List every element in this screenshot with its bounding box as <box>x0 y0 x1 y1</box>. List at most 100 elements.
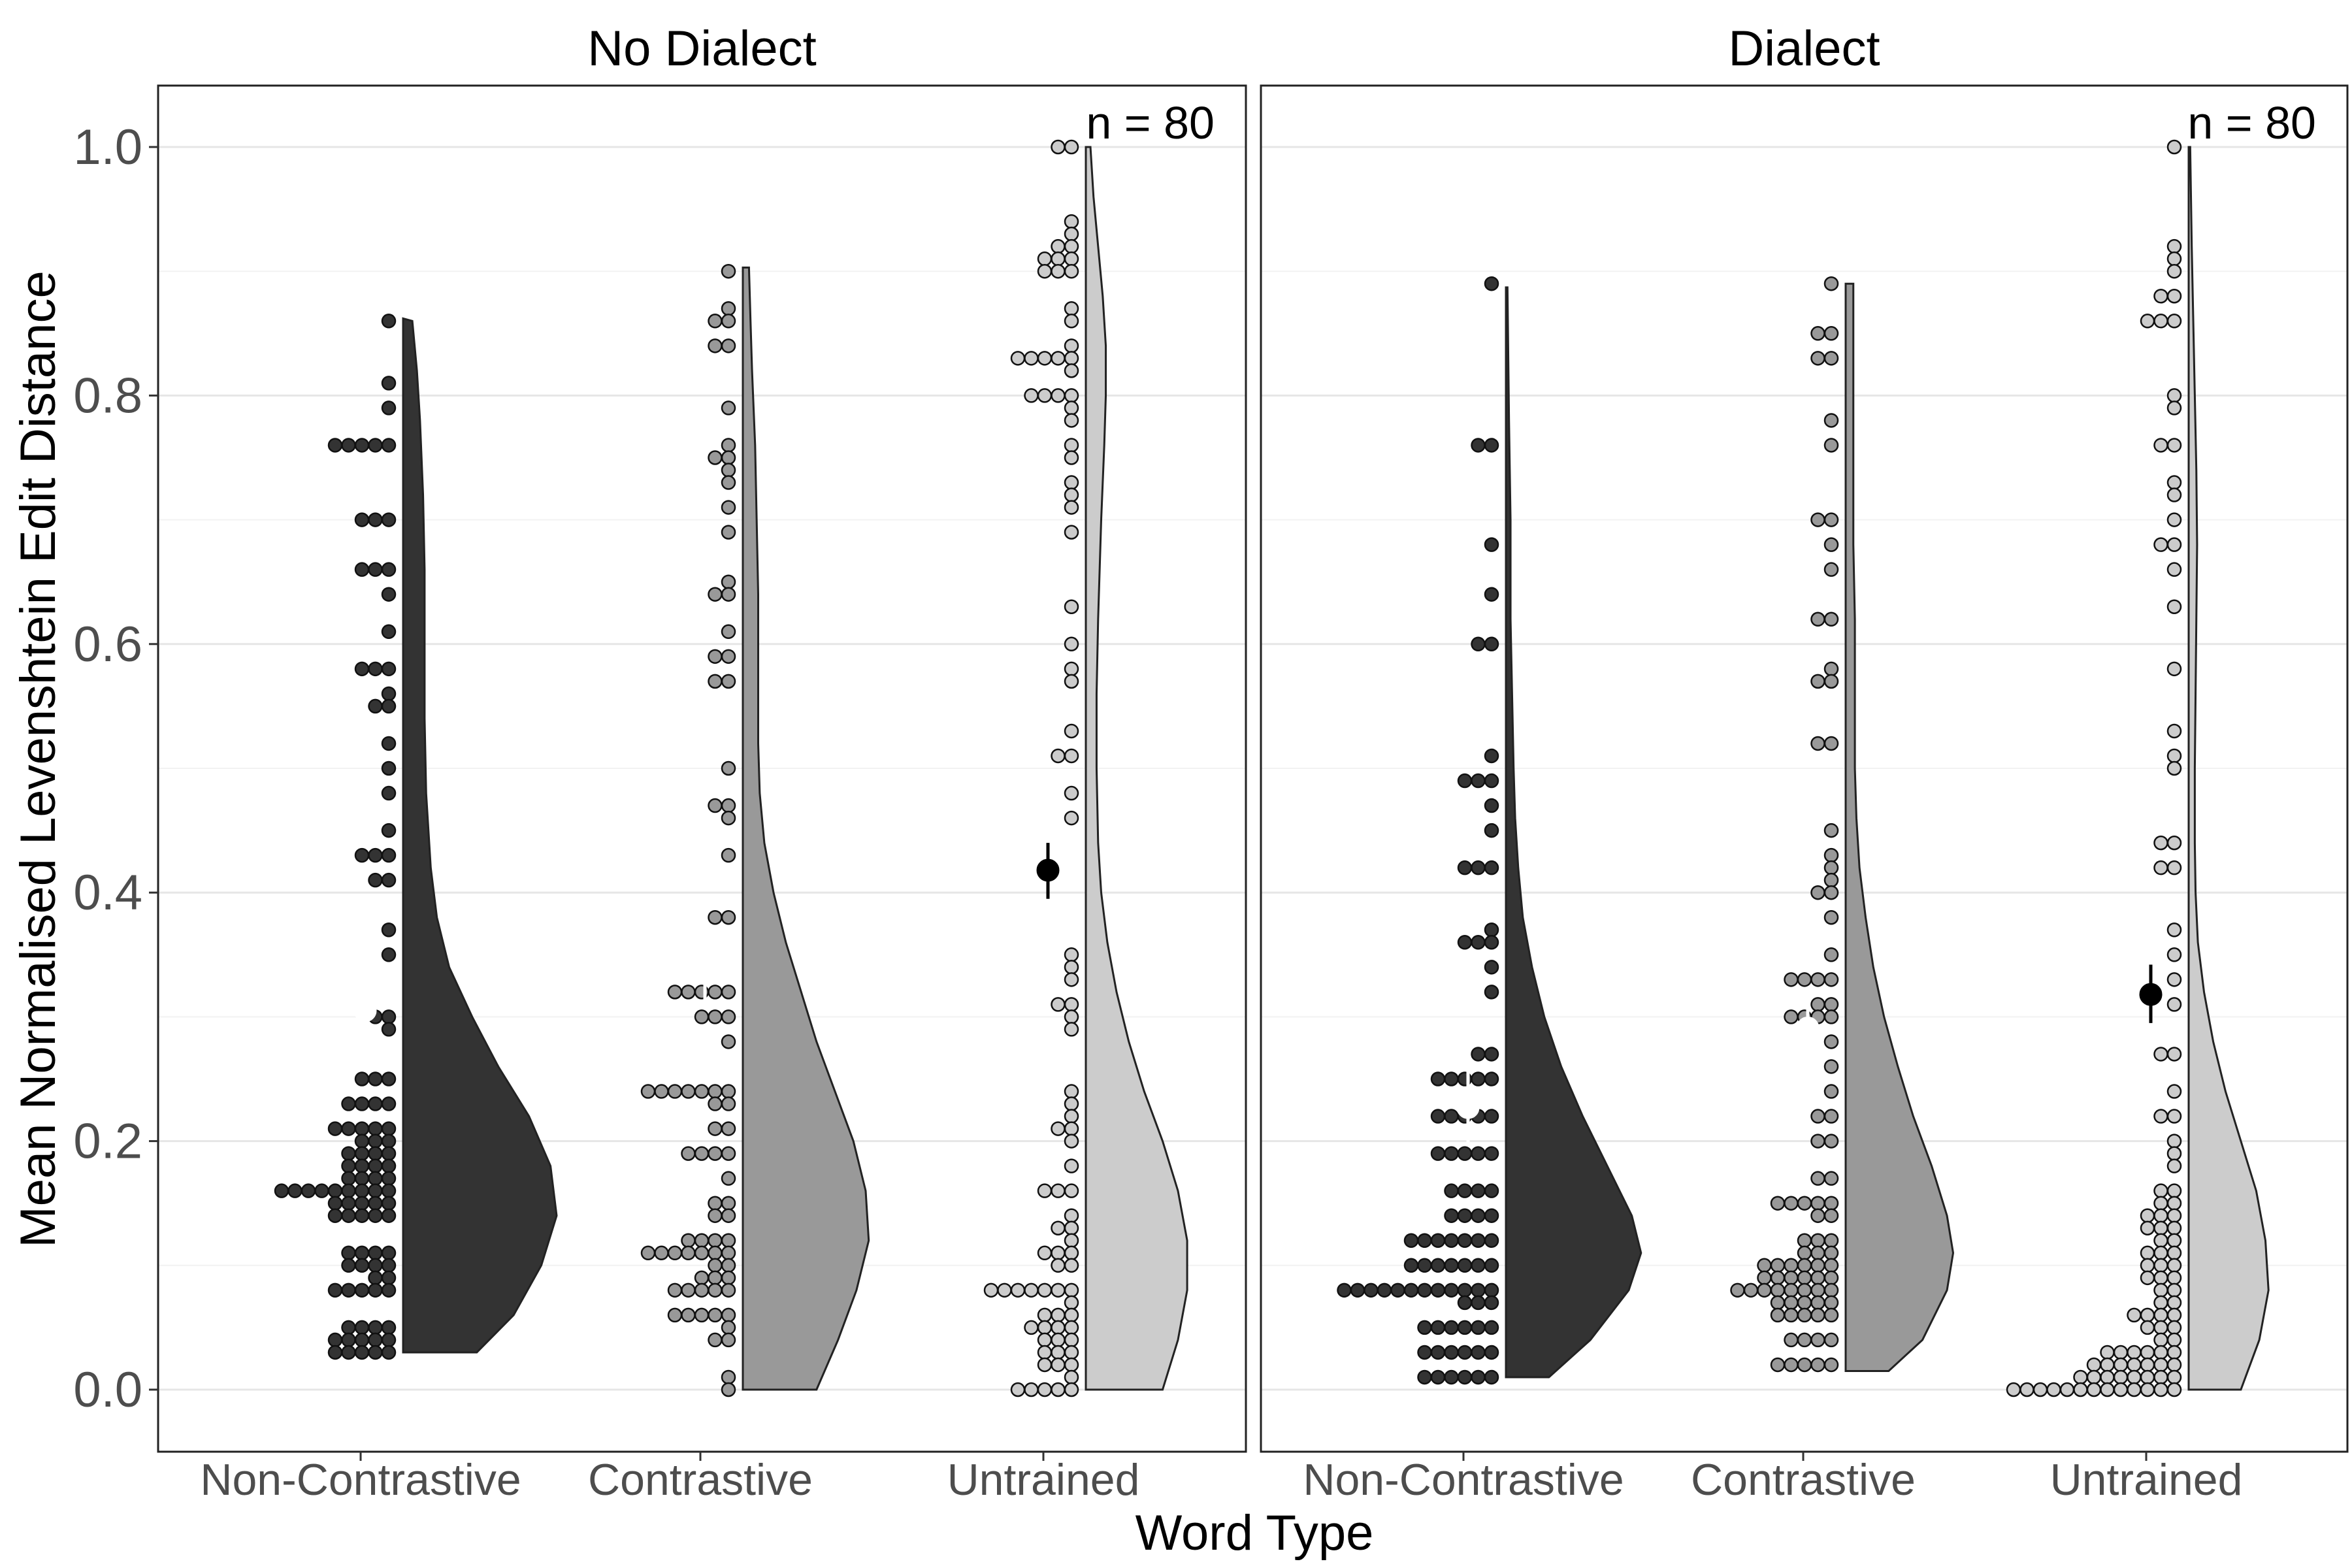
data-point <box>1457 1233 1473 1249</box>
data-point <box>354 1121 370 1136</box>
data-point <box>1784 1357 1799 1373</box>
data-point <box>2166 1357 2182 1373</box>
data-point <box>1823 872 1839 888</box>
data-point <box>314 1183 329 1198</box>
data-point <box>1484 773 1499 789</box>
panel-no-dialect: No Dialect n = 80 Non-Contrastive Contrasti… <box>73 21 1247 1505</box>
data-point <box>1051 1121 1066 1136</box>
data-point <box>694 1245 710 1261</box>
data-point <box>1823 661 1839 677</box>
x-tick-label: Contrastive <box>588 1455 813 1505</box>
data-point <box>2166 1196 2182 1211</box>
data-point <box>1810 674 1825 689</box>
data-point <box>1784 1009 1799 1024</box>
data-point <box>341 1345 356 1360</box>
data-point <box>1444 1109 1459 1124</box>
mean-point <box>1456 1096 1480 1119</box>
data-point <box>368 1146 383 1161</box>
data-point <box>1417 1320 1432 1335</box>
data-point <box>721 450 736 465</box>
data-point <box>1810 1270 1825 1286</box>
data-point <box>1810 1171 1825 1186</box>
data-point <box>708 338 723 353</box>
y-tick-label: 0.8 <box>73 368 142 423</box>
data-point <box>1810 736 1825 751</box>
data-point <box>2153 314 2168 329</box>
data-point <box>1471 1071 1486 1086</box>
data-point <box>667 1307 683 1323</box>
data-point <box>2153 1307 2168 1323</box>
data-point <box>708 909 723 925</box>
data-point <box>1484 1345 1499 1360</box>
x-tick-label: Untrained <box>947 1455 1140 1505</box>
data-point <box>1471 935 1486 950</box>
data-point <box>2166 314 2182 329</box>
data-point <box>640 1245 656 1261</box>
sample-size-label: n = 80 <box>2187 97 2316 148</box>
data-point <box>1810 972 1825 987</box>
data-point <box>1823 1332 1839 1348</box>
data-point <box>2153 1196 2168 1211</box>
data-point <box>354 1183 370 1198</box>
data-point <box>721 1196 736 1211</box>
data-point <box>2166 1183 2182 1198</box>
data-point <box>1823 1059 1839 1074</box>
data-point <box>1823 351 1839 366</box>
data-point <box>1484 1258 1499 1273</box>
data-point <box>2166 723 2182 739</box>
data-point <box>1810 1245 1825 1261</box>
data-point <box>1037 1320 1053 1335</box>
data-point <box>2166 1245 2182 1261</box>
data-point <box>1471 1369 1486 1385</box>
data-point <box>2140 1307 2155 1323</box>
data-point <box>381 1196 397 1211</box>
data-point <box>368 661 383 677</box>
data-point <box>681 1307 696 1323</box>
data-point <box>1770 1196 1786 1211</box>
data-point <box>1430 1282 1446 1298</box>
y-tick-label: 0.0 <box>73 1362 142 1418</box>
data-point <box>1757 1282 1772 1298</box>
data-point <box>1064 475 1079 490</box>
data-point <box>1444 1320 1459 1335</box>
panel-title: Dialect <box>1728 21 1880 76</box>
data-point <box>1471 1258 1486 1273</box>
mean-point <box>693 955 717 979</box>
data-point <box>1064 363 1079 378</box>
data-point <box>354 1332 370 1348</box>
group-untrained <box>2006 139 2270 1397</box>
data-point <box>341 1183 356 1198</box>
data-point <box>721 263 736 279</box>
group-contrastive <box>640 263 870 1397</box>
data-point <box>1064 413 1079 428</box>
data-point <box>1064 314 1079 329</box>
data-point <box>1484 636 1499 652</box>
data-point <box>1823 562 1839 577</box>
data-point <box>1064 1245 1079 1261</box>
data-point <box>381 512 397 527</box>
mean-point <box>353 999 377 1022</box>
data-point <box>1784 972 1799 987</box>
data-point <box>1457 1369 1473 1385</box>
data-point <box>1430 1233 1446 1249</box>
panels-layer: No Dialect n = 80 Non-Contrastive Contrasti… <box>73 21 2349 1505</box>
data-point <box>1471 438 1486 453</box>
data-point <box>1037 251 1053 267</box>
data-point <box>354 1171 370 1186</box>
data-point <box>1037 1357 1053 1373</box>
data-point <box>721 463 736 478</box>
data-point <box>2166 263 2182 279</box>
data-point <box>2166 947 2182 962</box>
data-point <box>2166 487 2182 502</box>
data-point <box>1484 1369 1499 1385</box>
data-point <box>2153 288 2168 304</box>
data-point <box>1417 1282 1432 1298</box>
data-point <box>721 475 736 490</box>
data-point <box>1810 1208 1825 1223</box>
data-point <box>1730 1282 1745 1298</box>
data-point <box>2166 1332 2182 1348</box>
mean-point <box>2139 983 2163 1006</box>
data-point <box>1064 1096 1079 1111</box>
data-point <box>681 1146 696 1161</box>
data-point <box>341 1208 356 1223</box>
